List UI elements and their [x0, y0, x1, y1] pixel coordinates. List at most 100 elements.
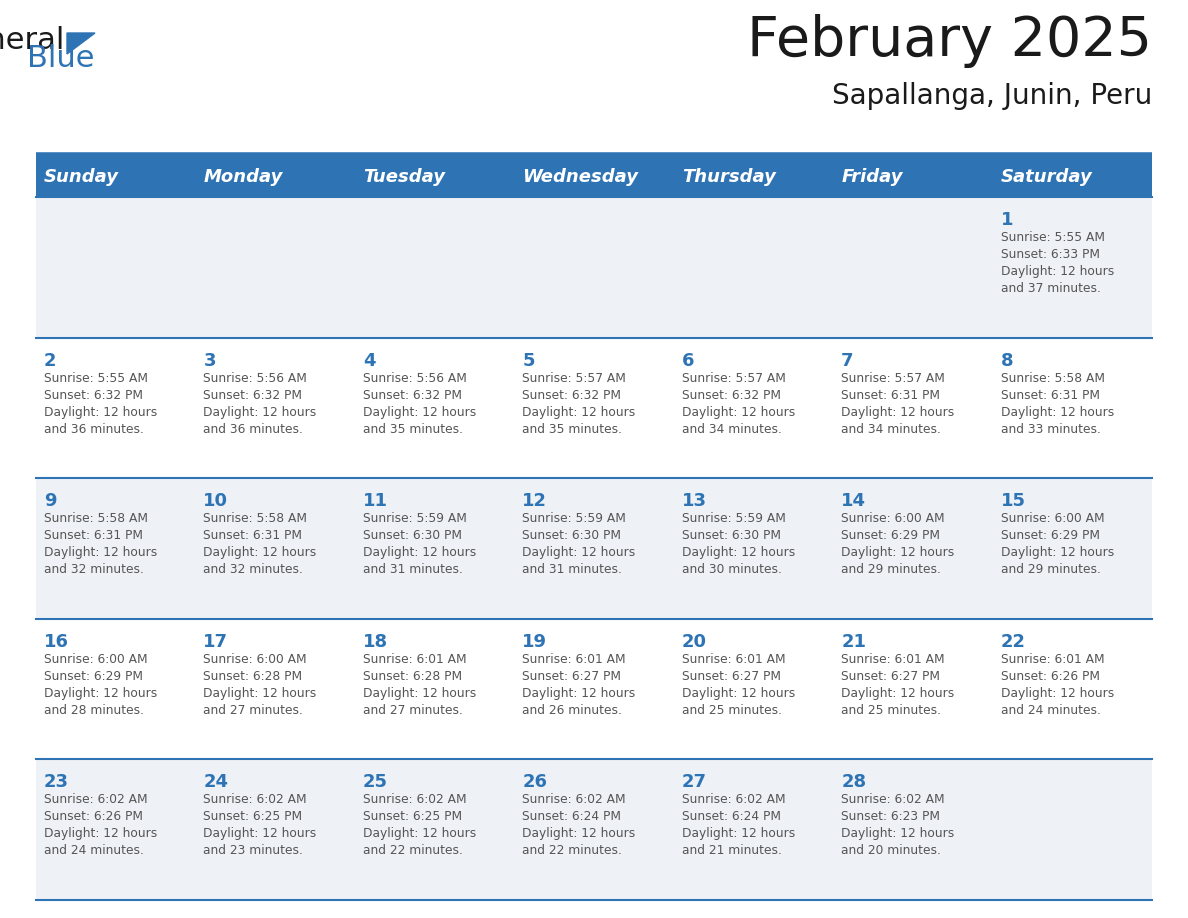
Text: Wednesday: Wednesday: [523, 168, 638, 186]
Text: Sunset: 6:31 PM: Sunset: 6:31 PM: [841, 388, 940, 401]
Text: Sunrise: 5:56 AM: Sunrise: 5:56 AM: [203, 372, 308, 385]
Text: 19: 19: [523, 633, 548, 651]
Text: 18: 18: [362, 633, 388, 651]
Text: Thursday: Thursday: [682, 168, 776, 186]
Text: Daylight: 12 hours: Daylight: 12 hours: [203, 687, 317, 700]
Text: and 28 minutes.: and 28 minutes.: [44, 704, 144, 717]
Text: Sunrise: 6:00 AM: Sunrise: 6:00 AM: [44, 653, 147, 666]
Text: Sunrise: 6:01 AM: Sunrise: 6:01 AM: [682, 653, 785, 666]
Text: Sunset: 6:27 PM: Sunset: 6:27 PM: [682, 670, 781, 683]
Bar: [36, 338, 1152, 478]
Text: Daylight: 12 hours: Daylight: 12 hours: [1000, 546, 1114, 559]
Text: Sunset: 6:28 PM: Sunset: 6:28 PM: [203, 670, 303, 683]
Text: Daylight: 12 hours: Daylight: 12 hours: [44, 406, 157, 419]
Text: Sunset: 6:32 PM: Sunset: 6:32 PM: [682, 388, 781, 401]
Text: Sapallanga, Junin, Peru: Sapallanga, Junin, Peru: [832, 82, 1152, 110]
Text: Blue: Blue: [27, 44, 95, 73]
Text: Tuesday: Tuesday: [362, 168, 444, 186]
Bar: [36, 157, 1152, 197]
Text: Sunrise: 6:01 AM: Sunrise: 6:01 AM: [841, 653, 944, 666]
Text: 4: 4: [362, 352, 375, 370]
Text: 20: 20: [682, 633, 707, 651]
Text: and 35 minutes.: and 35 minutes.: [523, 422, 623, 436]
Text: Daylight: 12 hours: Daylight: 12 hours: [203, 546, 317, 559]
Text: and 27 minutes.: and 27 minutes.: [362, 704, 463, 717]
Text: and 35 minutes.: and 35 minutes.: [362, 422, 463, 436]
Text: 13: 13: [682, 492, 707, 510]
Text: February 2025: February 2025: [747, 14, 1152, 68]
Text: Sunset: 6:32 PM: Sunset: 6:32 PM: [44, 388, 143, 401]
Text: Sunset: 6:25 PM: Sunset: 6:25 PM: [362, 811, 462, 823]
Text: Daylight: 12 hours: Daylight: 12 hours: [682, 546, 795, 559]
Text: 22: 22: [1000, 633, 1025, 651]
Text: and 22 minutes.: and 22 minutes.: [523, 845, 623, 857]
Text: Friday: Friday: [841, 168, 903, 186]
Text: Sunrise: 6:02 AM: Sunrise: 6:02 AM: [841, 793, 944, 806]
Text: Daylight: 12 hours: Daylight: 12 hours: [841, 827, 954, 840]
Text: Sunrise: 5:56 AM: Sunrise: 5:56 AM: [362, 372, 467, 385]
Bar: [36, 619, 1152, 759]
Text: 7: 7: [841, 352, 854, 370]
Text: Daylight: 12 hours: Daylight: 12 hours: [523, 406, 636, 419]
Text: Sunrise: 6:02 AM: Sunrise: 6:02 AM: [362, 793, 467, 806]
Text: Sunset: 6:27 PM: Sunset: 6:27 PM: [523, 670, 621, 683]
Text: Daylight: 12 hours: Daylight: 12 hours: [523, 687, 636, 700]
Text: Daylight: 12 hours: Daylight: 12 hours: [682, 687, 795, 700]
Text: Sunrise: 6:02 AM: Sunrise: 6:02 AM: [682, 793, 785, 806]
Text: and 25 minutes.: and 25 minutes.: [841, 704, 941, 717]
Text: 24: 24: [203, 773, 228, 791]
Text: Sunrise: 5:59 AM: Sunrise: 5:59 AM: [362, 512, 467, 525]
Polygon shape: [67, 33, 95, 54]
Text: and 29 minutes.: and 29 minutes.: [1000, 564, 1100, 577]
Text: General: General: [0, 26, 65, 55]
Text: 17: 17: [203, 633, 228, 651]
Text: Daylight: 12 hours: Daylight: 12 hours: [523, 827, 636, 840]
Text: Sunrise: 6:01 AM: Sunrise: 6:01 AM: [362, 653, 467, 666]
Text: and 33 minutes.: and 33 minutes.: [1000, 422, 1100, 436]
Text: Daylight: 12 hours: Daylight: 12 hours: [682, 406, 795, 419]
Text: Sunrise: 5:57 AM: Sunrise: 5:57 AM: [841, 372, 944, 385]
Text: Daylight: 12 hours: Daylight: 12 hours: [203, 827, 317, 840]
Text: Sunset: 6:26 PM: Sunset: 6:26 PM: [44, 811, 143, 823]
Text: and 32 minutes.: and 32 minutes.: [44, 564, 144, 577]
Text: Sunset: 6:32 PM: Sunset: 6:32 PM: [362, 388, 462, 401]
Text: Daylight: 12 hours: Daylight: 12 hours: [1000, 265, 1114, 278]
Text: Sunset: 6:30 PM: Sunset: 6:30 PM: [682, 529, 781, 543]
Text: Saturday: Saturday: [1000, 168, 1092, 186]
Text: and 34 minutes.: and 34 minutes.: [841, 422, 941, 436]
Text: and 36 minutes.: and 36 minutes.: [203, 422, 303, 436]
Text: Sunset: 6:29 PM: Sunset: 6:29 PM: [841, 529, 940, 543]
Text: Daylight: 12 hours: Daylight: 12 hours: [203, 406, 317, 419]
Text: Sunset: 6:33 PM: Sunset: 6:33 PM: [1000, 248, 1100, 261]
Text: Sunset: 6:29 PM: Sunset: 6:29 PM: [44, 670, 143, 683]
Text: Sunset: 6:31 PM: Sunset: 6:31 PM: [1000, 388, 1100, 401]
Text: Monday: Monday: [203, 168, 283, 186]
Text: Sunrise: 6:01 AM: Sunrise: 6:01 AM: [1000, 653, 1104, 666]
Text: Sunrise: 5:59 AM: Sunrise: 5:59 AM: [523, 512, 626, 525]
Text: 14: 14: [841, 492, 866, 510]
Text: 2: 2: [44, 352, 57, 370]
Text: Sunrise: 5:58 AM: Sunrise: 5:58 AM: [203, 512, 308, 525]
Text: Sunday: Sunday: [44, 168, 119, 186]
Text: Sunrise: 5:59 AM: Sunrise: 5:59 AM: [682, 512, 785, 525]
Text: Sunset: 6:27 PM: Sunset: 6:27 PM: [841, 670, 940, 683]
Text: Daylight: 12 hours: Daylight: 12 hours: [841, 406, 954, 419]
Text: 6: 6: [682, 352, 694, 370]
Text: Daylight: 12 hours: Daylight: 12 hours: [362, 827, 476, 840]
Text: Daylight: 12 hours: Daylight: 12 hours: [682, 827, 795, 840]
Text: Sunset: 6:24 PM: Sunset: 6:24 PM: [682, 811, 781, 823]
Bar: [36, 759, 1152, 900]
Text: 3: 3: [203, 352, 216, 370]
Text: Sunset: 6:30 PM: Sunset: 6:30 PM: [362, 529, 462, 543]
Text: and 36 minutes.: and 36 minutes.: [44, 422, 144, 436]
Text: Sunset: 6:24 PM: Sunset: 6:24 PM: [523, 811, 621, 823]
Text: Sunset: 6:32 PM: Sunset: 6:32 PM: [523, 388, 621, 401]
Text: Daylight: 12 hours: Daylight: 12 hours: [841, 546, 954, 559]
Text: Daylight: 12 hours: Daylight: 12 hours: [362, 687, 476, 700]
Text: Sunrise: 6:02 AM: Sunrise: 6:02 AM: [523, 793, 626, 806]
Text: Daylight: 12 hours: Daylight: 12 hours: [1000, 406, 1114, 419]
Text: 16: 16: [44, 633, 69, 651]
Text: Daylight: 12 hours: Daylight: 12 hours: [44, 546, 157, 559]
Text: Sunset: 6:26 PM: Sunset: 6:26 PM: [1000, 670, 1100, 683]
Text: Daylight: 12 hours: Daylight: 12 hours: [523, 546, 636, 559]
